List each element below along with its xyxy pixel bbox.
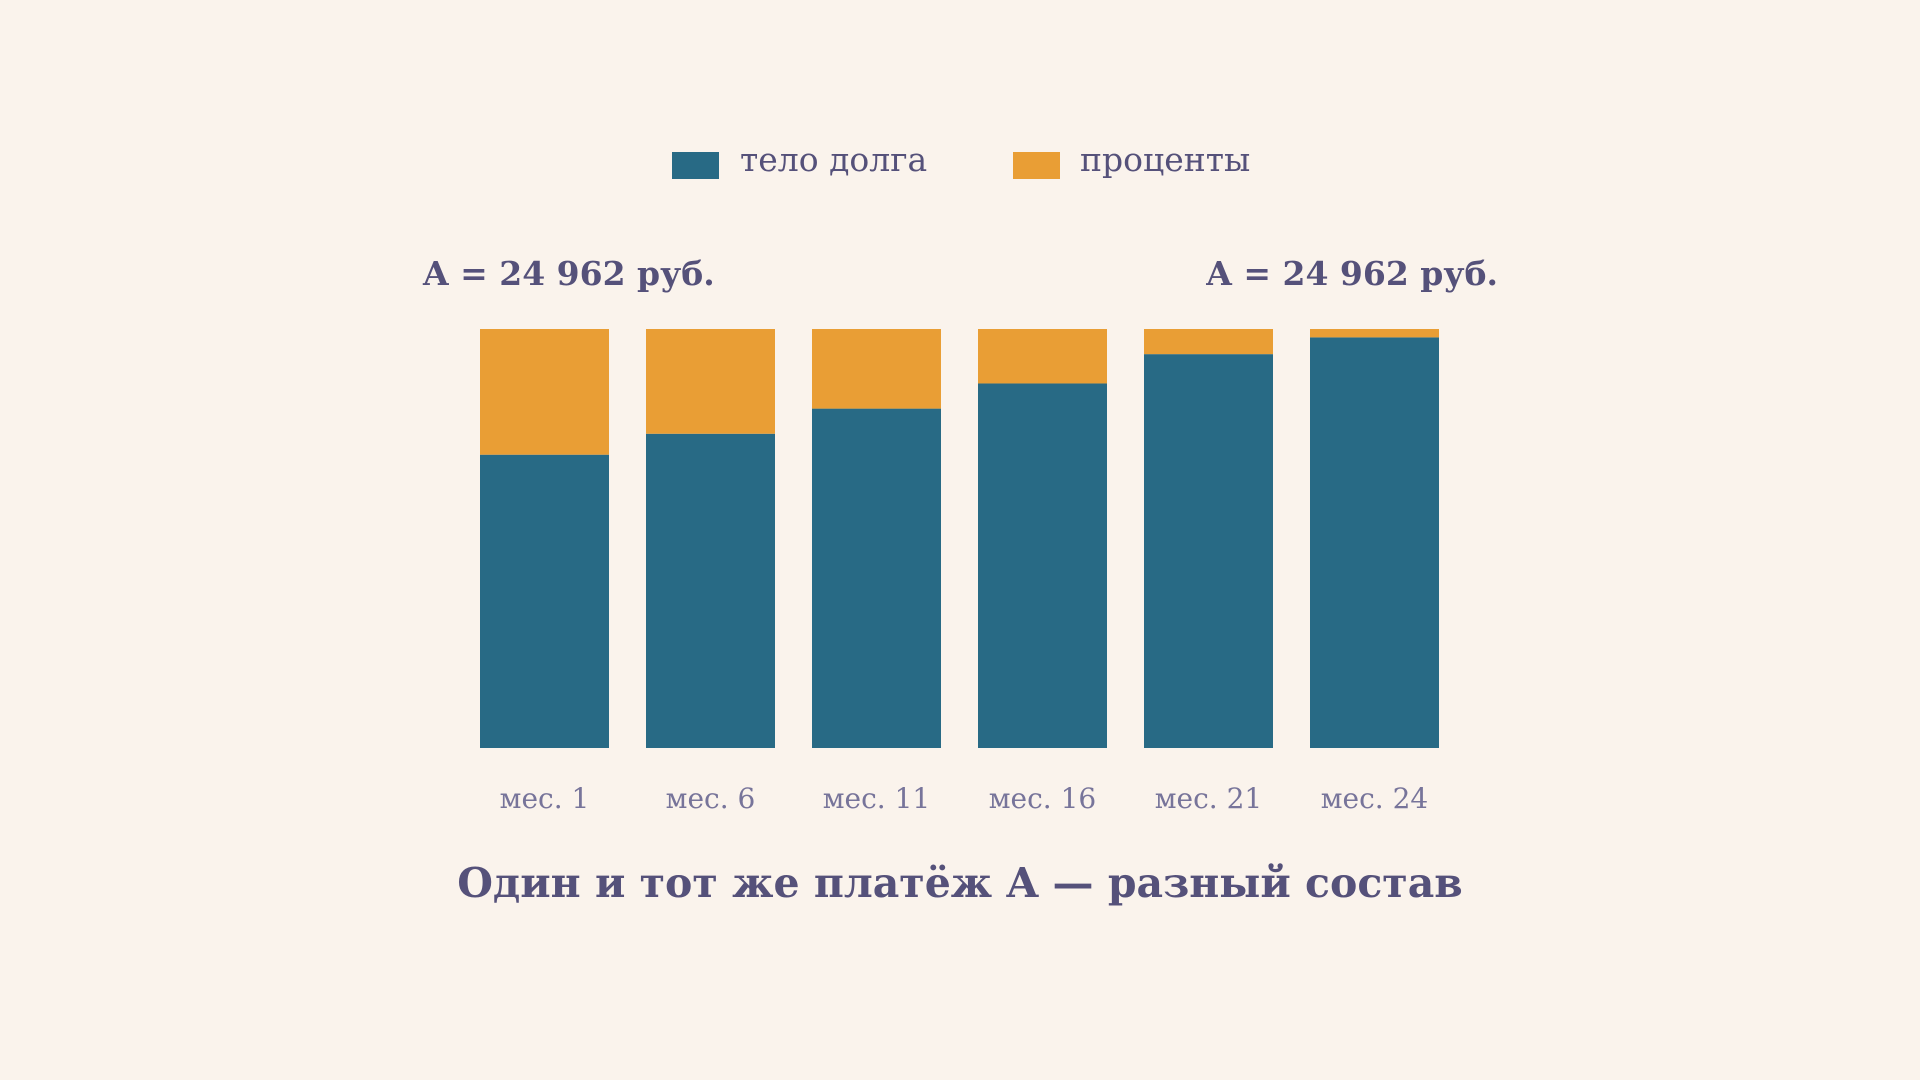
bar-segment-interest-2 — [646, 329, 775, 434]
annotation-left: A = 24 962 руб. — [422, 254, 715, 293]
bar-segment-principal-6 — [1310, 337, 1439, 748]
bar-segment-interest-5 — [1144, 329, 1273, 355]
x-tick-label-2: мес. 6 — [666, 782, 756, 815]
bar-segment-interest-1 — [480, 329, 609, 455]
legend: тело долга проценты — [672, 140, 1250, 179]
bar-segment-principal-3 — [812, 408, 941, 748]
bar-segment-principal-2 — [646, 433, 775, 748]
bar-segment-interest-6 — [1310, 329, 1439, 338]
x-axis-ticks: мес. 1 мес. 6 мес. 11 мес. 16 мес. 21 мес. 24 — [500, 782, 1429, 815]
bar-segment-interest-3 — [812, 329, 941, 409]
legend-label-principal: тело долга — [740, 140, 927, 179]
legend-label-interest: проценты — [1080, 140, 1250, 179]
x-tick-label-4: мес. 16 — [989, 782, 1096, 815]
bar-segment-principal-5 — [1144, 354, 1273, 748]
legend-swatch-interest — [1013, 152, 1060, 179]
x-tick-label-1: мес. 1 — [500, 782, 590, 815]
x-tick-label-3: мес. 11 — [823, 782, 930, 815]
bars-group — [480, 329, 1439, 748]
bar-segment-principal-1 — [480, 454, 609, 748]
x-tick-label-6: мес. 24 — [1321, 782, 1428, 815]
bar-segment-principal-4 — [978, 383, 1107, 748]
chart-title: Один и тот же платёж A — разный состав — [457, 859, 1463, 907]
annotation-right: A = 24 962 руб. — [1205, 254, 1498, 293]
x-tick-label-5: мес. 21 — [1155, 782, 1262, 815]
bar-segment-interest-4 — [978, 329, 1107, 384]
legend-swatch-principal — [672, 152, 719, 179]
